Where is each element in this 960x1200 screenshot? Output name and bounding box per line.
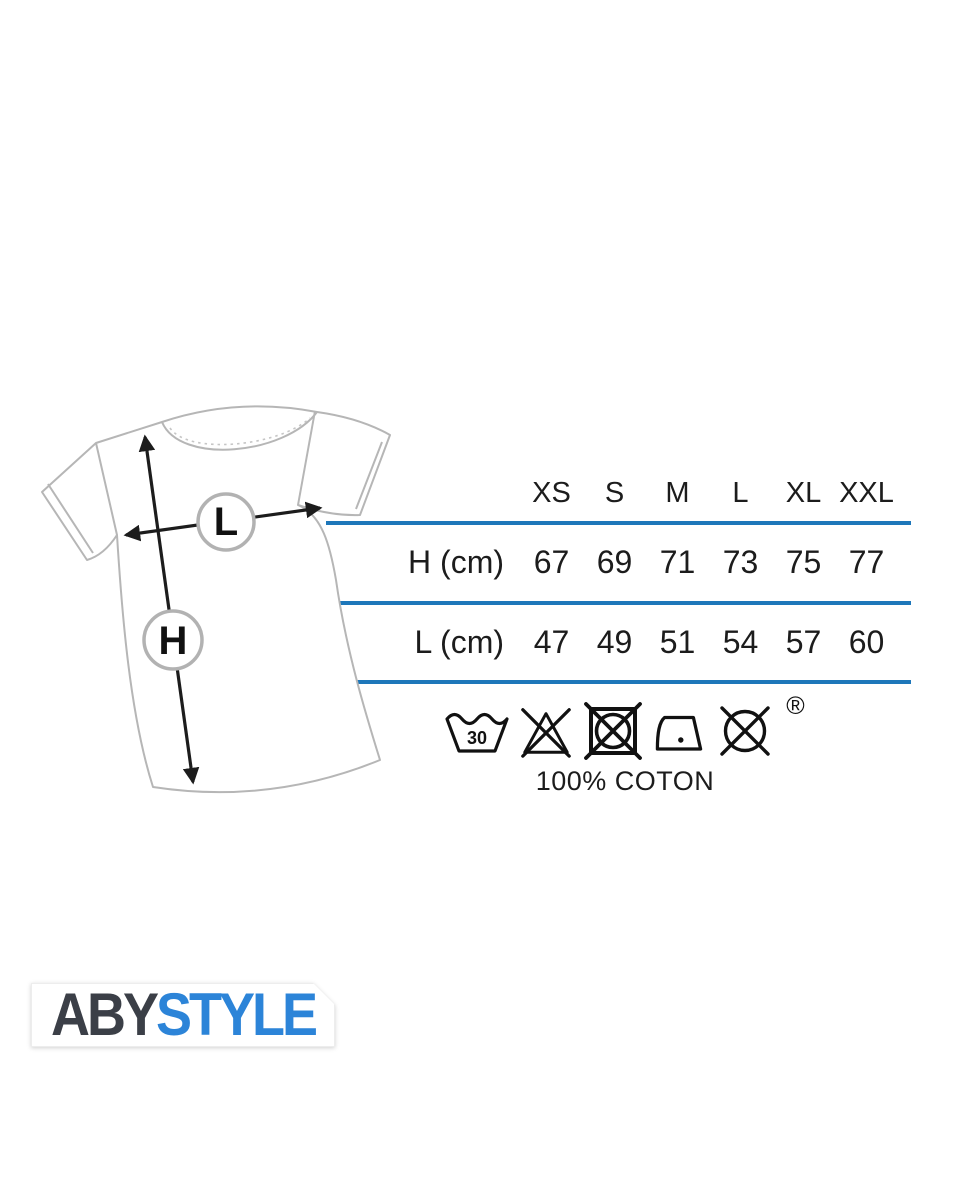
tshirt-outline — [41, 405, 391, 794]
wash-temp-label: 30 — [467, 728, 487, 748]
row-label: H (cm) — [408, 543, 504, 580]
value-cell: 67 — [533, 543, 570, 580]
table-row-height: H (cm) 67 69 71 73 75 77 — [340, 538, 910, 586]
value-cell: 57 — [785, 623, 822, 660]
brand-name-primary: ABY — [50, 981, 156, 1049]
table-divider-top — [326, 521, 911, 525]
value-cell: 47 — [533, 623, 570, 660]
height-circle-label: H — [159, 619, 188, 663]
material-label: 100% COTON — [535, 766, 715, 796]
brand-logo: ABYSTYLE — [31, 983, 335, 1047]
do-not-dry-clean-icon — [720, 706, 770, 756]
table-row-width: L (cm) 47 49 51 54 57 60 — [340, 618, 910, 666]
size-header-m: M — [665, 476, 690, 509]
tshirt-diagram: L H — [41, 405, 391, 794]
table-divider-bottom — [326, 680, 911, 684]
height-circle — [142, 609, 204, 671]
care-symbols-row: 30 ® — [340, 692, 910, 764]
value-cell: 75 — [785, 543, 822, 580]
size-header-l: L — [732, 476, 749, 509]
size-header-xs: XS — [532, 476, 571, 509]
size-header-s: S — [604, 476, 625, 509]
value-cell: 60 — [848, 623, 885, 660]
row-label: L (cm) — [414, 623, 504, 660]
value-cell: 49 — [596, 623, 633, 660]
value-cell: 73 — [722, 543, 759, 580]
value-cell: 54 — [722, 623, 759, 660]
size-header-xxl: XXL — [839, 476, 894, 509]
value-cell: 71 — [659, 543, 696, 580]
do-not-tumble-dry-icon — [584, 702, 643, 760]
table-divider-middle — [326, 601, 911, 605]
width-circle — [196, 492, 256, 552]
size-header-xl: XL — [785, 476, 822, 509]
value-cell: 51 — [659, 623, 696, 660]
size-header-row: XS S M L XL XXL — [340, 474, 910, 512]
value-cell: 77 — [848, 543, 885, 580]
wash-30-icon: 30 — [445, 712, 509, 753]
registered-trademark: ® — [786, 692, 805, 720]
brand-name-secondary: STYLE — [155, 981, 316, 1049]
value-cell: 69 — [596, 543, 633, 580]
brand-logo-box: ABYSTYLE — [31, 983, 335, 1047]
iron-one-dot-icon — [656, 715, 703, 751]
width-circle-label: L — [214, 500, 238, 544]
do-not-bleach-icon — [521, 708, 572, 758]
height-arrow-icon — [138, 434, 200, 785]
